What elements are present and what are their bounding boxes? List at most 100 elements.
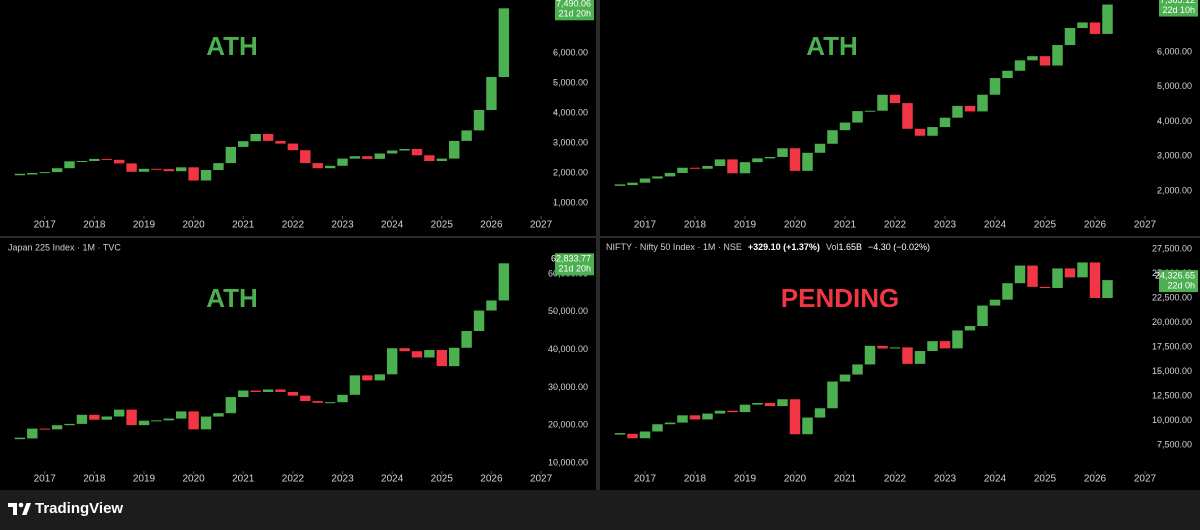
countdown: 22d 10h xyxy=(1162,5,1195,15)
candle xyxy=(814,143,826,153)
candle xyxy=(727,410,738,413)
candle xyxy=(473,110,485,131)
x-tick-label: 2020 xyxy=(182,220,205,231)
x-tick-label: 2024 xyxy=(984,474,1007,485)
candle xyxy=(814,408,826,418)
candle xyxy=(1002,70,1013,79)
x-tick-label: 2027 xyxy=(1134,474,1157,485)
candle xyxy=(864,345,876,365)
candle xyxy=(27,428,38,439)
candle xyxy=(1102,4,1113,34)
candle xyxy=(64,423,75,426)
x-tick-label: 2024 xyxy=(381,220,404,231)
candle xyxy=(1052,45,1063,66)
candle xyxy=(76,161,88,163)
x-tick-label: 2021 xyxy=(232,220,255,231)
candle xyxy=(1039,56,1051,66)
candle xyxy=(238,141,249,147)
annotation: PENDING xyxy=(781,283,899,313)
x-tick-label: 2021 xyxy=(834,474,857,485)
candle xyxy=(777,399,788,407)
candle xyxy=(752,402,763,405)
candle xyxy=(411,351,423,358)
x-tick-label: 2026 xyxy=(480,474,503,485)
candle xyxy=(436,350,448,367)
candle xyxy=(89,414,100,420)
y-tick-label: 7,500.00 xyxy=(1157,439,1192,449)
candle xyxy=(76,414,88,424)
candle xyxy=(461,330,472,348)
candle xyxy=(889,347,901,349)
candle xyxy=(238,390,249,398)
y-tick-label: 15,000.00 xyxy=(1152,366,1192,376)
candle xyxy=(89,158,100,162)
candle xyxy=(1014,265,1026,284)
candle xyxy=(739,162,751,174)
candle xyxy=(349,156,361,159)
x-tick-label: 2022 xyxy=(884,220,907,231)
candle xyxy=(138,420,150,426)
candle xyxy=(51,168,63,173)
candle xyxy=(652,424,663,432)
annotation: ATH xyxy=(206,283,258,313)
candle xyxy=(374,153,385,159)
x-tick-label: 2021 xyxy=(834,220,857,231)
candle xyxy=(64,161,75,169)
candle xyxy=(827,381,838,409)
candle xyxy=(262,389,274,392)
candle xyxy=(927,127,938,136)
candle xyxy=(1027,265,1038,287)
candle xyxy=(39,428,50,430)
candle xyxy=(627,433,638,439)
x-tick-label: 2022 xyxy=(884,474,907,485)
x-tick-label: 2018 xyxy=(83,474,106,485)
candle xyxy=(113,409,125,417)
x-tick-label: 2025 xyxy=(1034,474,1057,485)
candle xyxy=(362,375,373,381)
y-tick-label: 1,000.00 xyxy=(553,197,588,207)
candle xyxy=(777,148,788,157)
candle xyxy=(436,158,448,162)
x-tick-label: 2017 xyxy=(634,474,657,485)
candle xyxy=(337,394,348,403)
candle xyxy=(486,77,497,111)
x-tick-label: 2027 xyxy=(530,474,553,485)
x-tick-label: 2024 xyxy=(381,474,404,485)
candle xyxy=(877,345,888,349)
candle xyxy=(1014,60,1026,71)
candle xyxy=(752,158,763,163)
x-tick-label: 2019 xyxy=(133,474,156,485)
candle xyxy=(225,146,237,164)
candle xyxy=(225,397,237,414)
candle xyxy=(1102,280,1113,299)
countdown: 21d 20h xyxy=(558,9,591,19)
y-tick-label: 5,000.00 xyxy=(1157,81,1192,91)
y-tick-label: 2,000.00 xyxy=(553,167,588,177)
x-tick-label: 2023 xyxy=(331,220,354,231)
candle xyxy=(689,167,701,169)
y-tick-label: 20,000.00 xyxy=(1152,317,1192,327)
candle xyxy=(989,299,1001,306)
candle xyxy=(138,168,150,172)
x-tick-label: 2025 xyxy=(431,220,454,231)
candle xyxy=(939,341,951,349)
candle xyxy=(714,410,726,414)
candle xyxy=(424,350,435,358)
candle xyxy=(1039,286,1051,289)
candle xyxy=(473,310,485,331)
candle xyxy=(51,425,63,430)
y-tick-label: 3,000.00 xyxy=(553,137,588,147)
candle xyxy=(362,156,373,159)
candle xyxy=(411,149,423,156)
brand: TradingView xyxy=(35,500,123,517)
candle xyxy=(213,163,224,171)
last-price-box xyxy=(1159,270,1198,293)
x-tick-label: 2025 xyxy=(1034,220,1057,231)
y-tick-label: 6,000.00 xyxy=(1157,46,1192,56)
candle xyxy=(200,170,212,181)
candle xyxy=(374,374,385,381)
x-tick-label: 2024 xyxy=(984,220,1007,231)
candle xyxy=(349,375,361,395)
annotation: ATH xyxy=(806,31,858,61)
y-tick-label: 10,000.00 xyxy=(548,457,588,467)
